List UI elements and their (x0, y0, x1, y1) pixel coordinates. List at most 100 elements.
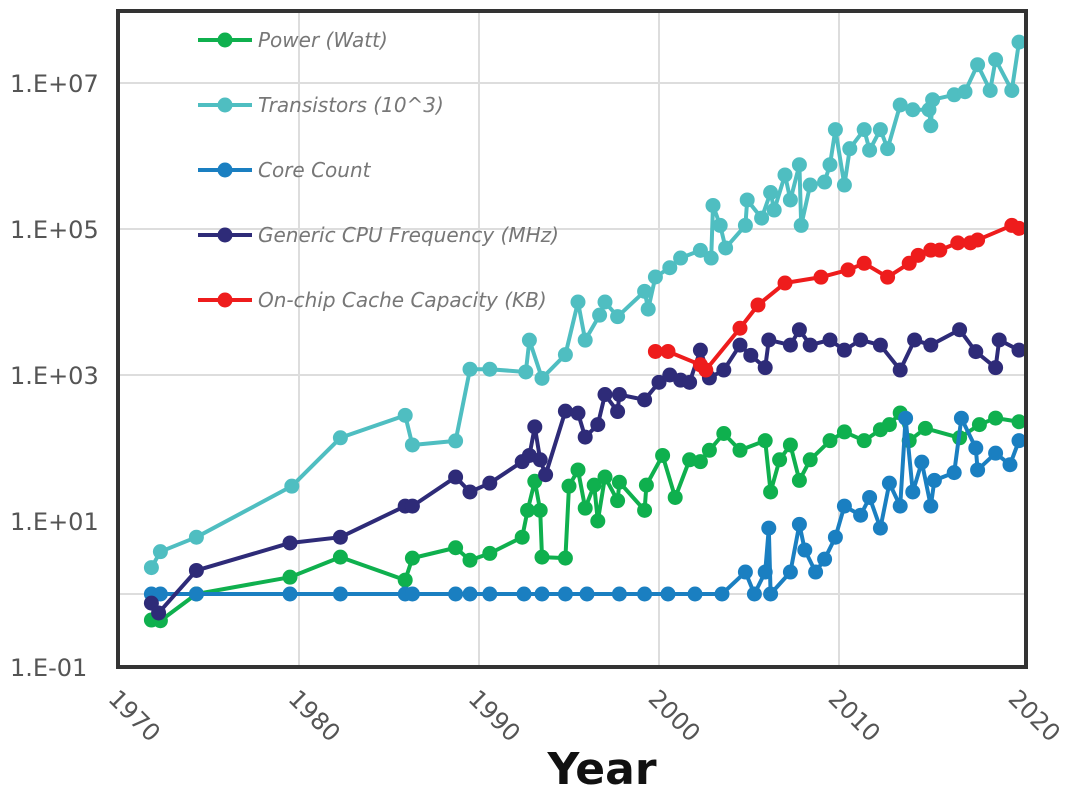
data-point (597, 387, 613, 403)
data-point (761, 520, 777, 536)
data-point (827, 529, 843, 545)
data-point (862, 142, 878, 158)
data-point (988, 445, 1004, 461)
data-point (991, 332, 1007, 348)
data-point (932, 242, 948, 258)
data-point (570, 294, 586, 310)
data-point (817, 551, 833, 567)
x-tick-label: 1980 (283, 684, 346, 747)
data-point (397, 407, 413, 423)
data-point (590, 417, 606, 433)
data-point (151, 605, 167, 621)
data-point (703, 250, 719, 266)
data-point (923, 118, 939, 134)
data-point (660, 586, 676, 602)
data-point (988, 410, 1004, 426)
y-tick-label: 1.E+01 (10, 508, 99, 536)
data-point (692, 454, 708, 470)
data-point (772, 452, 788, 468)
data-point (777, 275, 793, 291)
data-point (739, 192, 755, 208)
data-point (532, 502, 548, 518)
legend-swatch-marker (217, 292, 233, 308)
legend-item: Transistors (10^3) (198, 93, 444, 117)
data-point (970, 462, 986, 478)
data-point (527, 473, 543, 489)
data-point (692, 242, 708, 258)
data-point (970, 232, 986, 248)
data-point (687, 586, 703, 602)
data-point (462, 552, 478, 568)
data-point (152, 544, 168, 560)
data-point (1011, 433, 1027, 449)
legend-label: Generic CPU Frequency (MHz) (258, 223, 559, 247)
x-tick-label: 2020 (1003, 684, 1066, 747)
data-point (925, 92, 941, 108)
data-point (862, 489, 878, 505)
series-4 (647, 217, 1027, 378)
data-point (637, 392, 653, 408)
data-point (802, 452, 818, 468)
data-point (586, 477, 602, 493)
data-point (914, 454, 930, 470)
data-point (448, 540, 464, 556)
data-point (946, 465, 962, 481)
data-point (638, 477, 654, 493)
data-point (557, 347, 573, 363)
data-point (188, 529, 204, 545)
data-point (881, 475, 897, 491)
data-point (716, 425, 732, 441)
data-point (802, 177, 818, 193)
data-point (856, 433, 872, 449)
data-point (714, 586, 730, 602)
data-point (1002, 457, 1018, 473)
data-point (482, 586, 498, 602)
data-point (953, 410, 969, 426)
data-point (284, 478, 300, 494)
data-point (1011, 220, 1027, 236)
data-point (982, 82, 998, 98)
x-axis: 1970 1980 1990 2000 2010 2020 (103, 684, 1066, 747)
data-point (905, 102, 921, 118)
data-point (570, 462, 586, 478)
data-point (712, 217, 728, 233)
data-point (482, 361, 498, 377)
data-point (698, 362, 714, 378)
data-point (732, 337, 748, 353)
data-point (332, 586, 348, 602)
data-point (881, 417, 897, 433)
data-point (462, 586, 478, 602)
data-point (1004, 82, 1020, 98)
data-point (782, 337, 798, 353)
data-point (763, 185, 779, 201)
series-layer (143, 34, 1027, 629)
data-point (1011, 414, 1027, 430)
data-point (557, 586, 573, 602)
data-point (705, 197, 721, 213)
series-1 (143, 34, 1027, 576)
data-point (577, 429, 593, 445)
data-point (970, 57, 986, 73)
data-point (448, 586, 464, 602)
data-point (1011, 342, 1027, 358)
data-point (853, 507, 869, 523)
data-point (757, 360, 773, 376)
data-point (332, 430, 348, 446)
data-point (518, 364, 534, 380)
data-point (557, 550, 573, 566)
data-point (750, 297, 766, 313)
legend-swatch-marker (217, 32, 233, 48)
legend-label: Power (Watt) (258, 28, 388, 52)
data-point (332, 549, 348, 565)
data-point (534, 586, 550, 602)
legend: Power (Watt) Transistors (10^3) Core Count… (198, 28, 559, 312)
data-point (905, 484, 921, 500)
data-point (579, 586, 595, 602)
data-point (808, 564, 824, 580)
data-point (404, 550, 420, 566)
data-point (856, 255, 872, 271)
series-3 (143, 322, 1027, 621)
data-point (827, 122, 843, 138)
data-point (610, 404, 626, 420)
y-tick-label: 1.E+05 (10, 216, 99, 244)
